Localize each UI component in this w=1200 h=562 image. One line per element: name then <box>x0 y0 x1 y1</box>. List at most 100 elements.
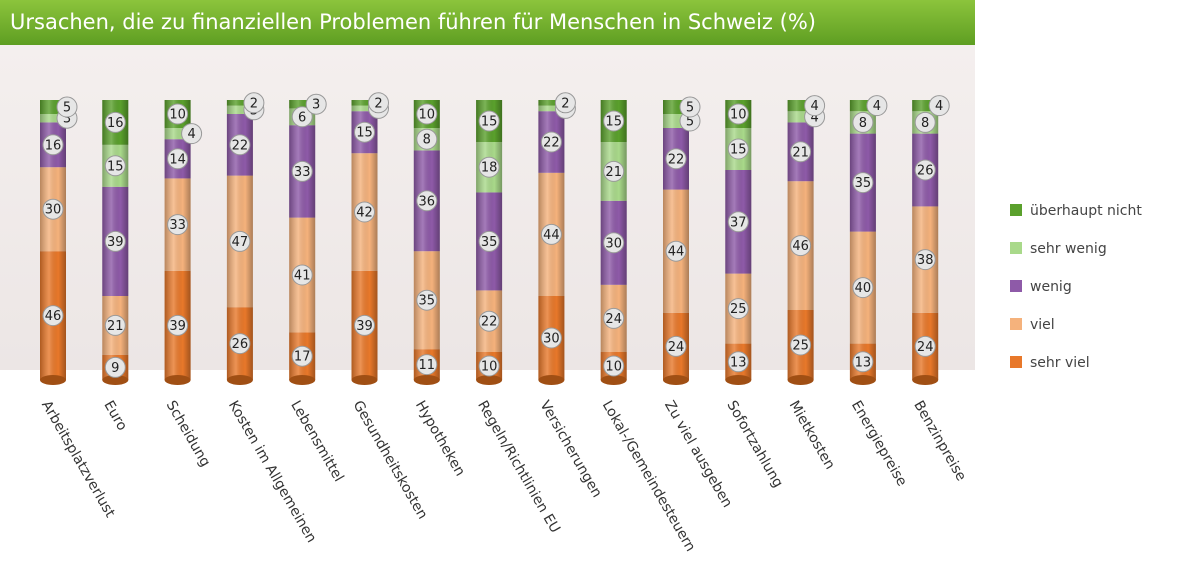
value-bubble <box>181 123 203 145</box>
x-tick-label: Euro <box>100 398 130 433</box>
bar-shade <box>912 100 939 380</box>
value-bubble <box>56 96 78 118</box>
value-label: 10 <box>730 108 747 123</box>
value-bubble <box>804 95 826 117</box>
value-bubble <box>727 298 749 320</box>
value-bubble <box>291 160 313 182</box>
bar-base <box>663 375 689 385</box>
legend-label: überhaupt nicht <box>1030 203 1142 219</box>
value-bubble <box>790 334 812 356</box>
value-label: 8 <box>921 116 929 131</box>
value-label: 35 <box>419 294 436 309</box>
value-label: 26 <box>917 164 934 179</box>
bar-base <box>226 375 253 385</box>
value-bubble <box>478 310 500 332</box>
x-tick-label: Energiepreise <box>848 398 910 489</box>
value-bubble <box>104 356 126 378</box>
value-label: 41 <box>294 269 311 284</box>
value-bubble <box>603 110 625 132</box>
value-bubble <box>478 355 500 377</box>
value-bubble <box>603 160 625 182</box>
x-tick-label: Lebensmittel <box>287 398 346 485</box>
value-label: 8 <box>859 116 867 131</box>
value-label: 13 <box>855 355 872 370</box>
value-label: 4 <box>187 127 195 142</box>
value-bubble <box>104 230 126 252</box>
value-bubble <box>229 230 251 252</box>
value-label: 37 <box>730 215 747 230</box>
value-label: 6 <box>298 110 306 125</box>
bar-base <box>476 375 503 385</box>
bar-base <box>40 375 66 385</box>
bar-base <box>164 375 191 385</box>
bar-shade <box>663 100 689 380</box>
value-label: 21 <box>792 145 809 160</box>
value-bubble <box>554 92 576 114</box>
value-label: 2 <box>250 96 258 111</box>
value-bubble <box>243 92 265 114</box>
value-bubble <box>478 110 500 132</box>
value-bubble <box>167 214 189 236</box>
value-bubble <box>42 134 64 156</box>
value-bubble <box>540 131 562 153</box>
value-label: 38 <box>917 253 934 268</box>
value-bubble <box>852 277 874 299</box>
value-bubble <box>603 355 625 377</box>
value-bubble <box>665 148 687 170</box>
bar-base <box>725 375 752 385</box>
legend-swatch <box>1010 318 1022 330</box>
value-label: 2 <box>561 96 569 111</box>
value-bubble <box>354 121 375 143</box>
value-bubble <box>291 345 313 367</box>
bar-base <box>787 375 814 385</box>
value-bubble <box>603 232 625 254</box>
value-label: 30 <box>543 332 560 347</box>
value-bubble <box>416 103 438 125</box>
value-label: 11 <box>419 358 436 373</box>
value-label: 13 <box>730 355 747 370</box>
value-bubble <box>354 201 375 223</box>
value-label: 15 <box>605 115 622 130</box>
value-bubble <box>866 95 888 117</box>
value-label: 24 <box>668 340 685 355</box>
bar-base <box>849 375 876 385</box>
value-bubble <box>727 138 749 160</box>
value-label: 25 <box>792 339 809 354</box>
value-bubble <box>603 307 625 329</box>
value-bubble <box>914 335 936 357</box>
value-bubble <box>291 264 313 286</box>
value-label: 39 <box>107 235 124 250</box>
value-label: 46 <box>45 309 62 324</box>
value-label: 21 <box>107 319 124 334</box>
value-label: 35 <box>481 235 498 250</box>
value-bubble <box>727 103 749 125</box>
value-label: 46 <box>792 239 809 254</box>
value-bubble <box>305 93 327 115</box>
legend-label: sehr viel <box>1030 355 1090 371</box>
value-label: 44 <box>543 228 560 243</box>
value-label: 44 <box>668 245 685 260</box>
value-label: 10 <box>481 360 498 375</box>
value-bubble <box>852 111 874 133</box>
value-bubble <box>229 333 251 355</box>
value-label: 5 <box>686 115 694 130</box>
value-label: 10 <box>169 108 186 123</box>
value-bubble <box>914 111 936 133</box>
value-bubble <box>478 156 500 178</box>
value-label: 10 <box>605 360 622 375</box>
value-label: 24 <box>917 340 934 355</box>
legend-swatch <box>1010 242 1022 254</box>
value-bubble <box>540 223 562 245</box>
x-tick-label: Benzinpreise <box>910 398 969 484</box>
value-bubble <box>665 335 687 357</box>
x-tick-label: Scheidung <box>163 398 214 470</box>
value-bubble <box>42 198 64 220</box>
value-label: 39 <box>356 319 373 334</box>
value-label: 47 <box>232 235 249 250</box>
value-label: 30 <box>605 236 622 251</box>
value-bubble <box>104 111 126 133</box>
bar-shade <box>289 100 316 380</box>
value-label: 30 <box>45 203 62 218</box>
value-label: 4 <box>810 99 818 114</box>
value-label: 4 <box>873 99 881 114</box>
